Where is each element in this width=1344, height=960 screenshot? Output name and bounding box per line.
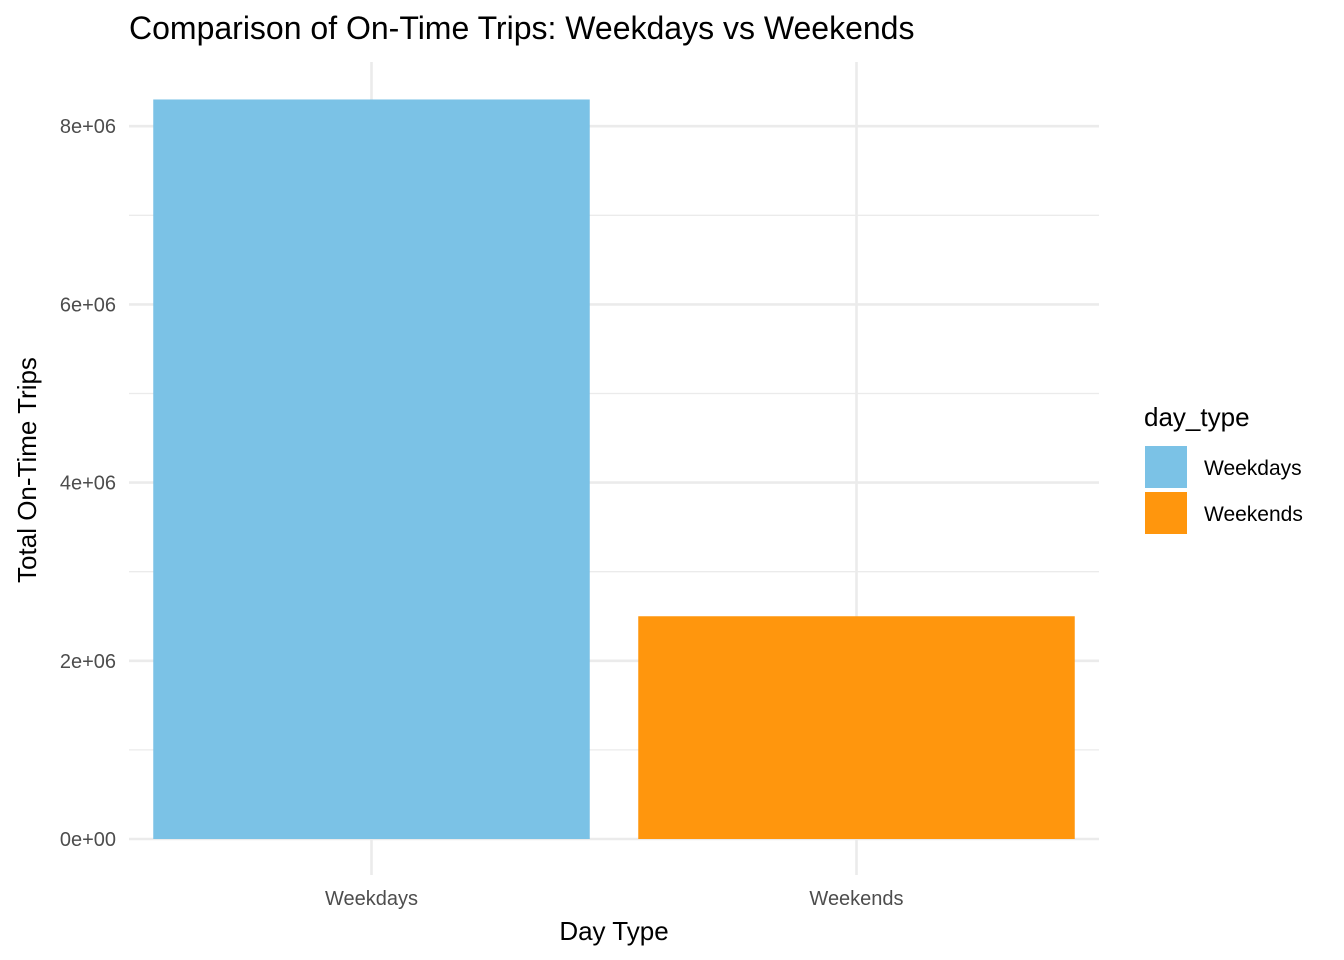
legend-key-weekends: [1145, 492, 1187, 534]
y-axis-ticks: 0e+00 2e+06 4e+06 6e+06 8e+06: [60, 116, 116, 851]
legend: day_type Weekdays Weekends: [1144, 402, 1303, 534]
y-tick-label: 4e+06: [60, 473, 116, 495]
y-tick-label: 8e+06: [60, 116, 116, 138]
plot-area: 0e+00 2e+06 4e+06 6e+06 8e+06 Weekdays Weeken…: [60, 62, 1099, 910]
bars: [153, 99, 1075, 840]
legend-title: day_type: [1144, 402, 1250, 432]
bar-weekends: [638, 616, 1075, 839]
x-tick-label: Weekends: [809, 888, 903, 910]
y-tick-label: 0e+00: [60, 829, 116, 851]
x-axis-title: Day Type: [559, 916, 668, 946]
y-axis-title: Total On-Time Trips: [12, 357, 42, 583]
legend-label: Weekends: [1204, 503, 1303, 526]
y-tick-label: 2e+06: [60, 651, 116, 673]
legend-label: Weekdays: [1204, 457, 1302, 480]
bar-weekdays: [153, 99, 590, 840]
legend-key-weekdays: [1145, 446, 1187, 488]
y-tick-label: 6e+06: [60, 294, 116, 316]
chart-title: Comparison of On-Time Trips: Weekdays vs…: [129, 10, 914, 46]
x-axis-ticks: Weekdays Weekends: [325, 888, 904, 910]
legend-entries: Weekdays Weekends: [1145, 446, 1303, 534]
x-tick-label: Weekdays: [325, 888, 418, 910]
